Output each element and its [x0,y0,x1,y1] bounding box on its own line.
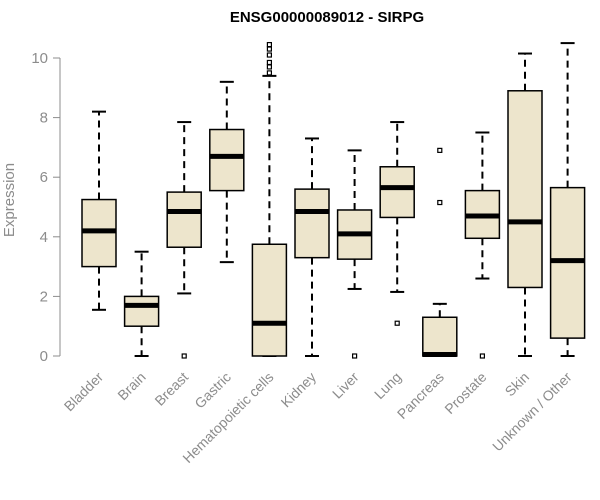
box-kidney [294,137,330,357]
y-axis: 0 2 4 6 8 10 [31,50,61,365]
iqr-box [251,243,288,357]
outlier-point [266,41,272,48]
y-tick-label: 8 [40,110,48,127]
x-tick-label: Liver [329,369,362,402]
y-tick-label: 4 [40,229,48,246]
y-tick-label: 10 [31,50,48,67]
outlier-point [479,353,485,359]
y-tick-label: 0 [40,348,48,365]
iqr-box [422,316,458,357]
x-tick-label: Skin [502,369,533,400]
box-breast [166,121,202,359]
x-tick-label: Lung [371,369,404,402]
box-liver [336,149,373,359]
chart-title: ENSG00000089012 - SIRPG [230,9,424,26]
boxes-group [81,41,586,359]
x-tick-label: Gastric [191,369,234,412]
iqr-box [209,128,245,192]
outlier-point [352,353,358,359]
y-tick-label: 6 [40,169,48,186]
box-pancreas [422,147,458,358]
box-skin [507,52,543,357]
outlier-point [437,147,443,153]
x-tick-label: Kidney [278,369,320,411]
x-tick-label: Unknown / Other [489,369,575,455]
x-tick-label: Prostate [441,369,489,417]
box-brain [123,250,160,357]
outlier-point [266,59,272,66]
box-prostate [464,131,501,359]
x-tick-label: Brain [114,369,148,403]
x-tick-label: Breast [151,369,191,409]
y-axis-label: Expression [1,163,18,237]
box-bladder [81,110,117,311]
iqr-box [507,90,543,289]
x-tick-label: Pancreas [394,369,447,422]
x-tick-label: Bladder [61,369,107,415]
outlier-point [266,46,272,52]
box-hematopoietic-cells [251,41,288,357]
iqr-box [123,295,160,327]
y-tick-label: 2 [40,288,48,305]
outlier-point [437,199,443,206]
outlier-point [266,70,272,76]
box-gastric [209,80,245,264]
iqr-box [294,188,330,259]
box-unknown-other [549,42,586,357]
iqr-box [166,191,202,248]
outlier-point [181,353,187,359]
box-lung [379,121,415,326]
outlier-point [394,320,400,326]
outlier-point [266,52,272,58]
outlier-point [266,64,272,70]
iqr-box [379,166,415,219]
